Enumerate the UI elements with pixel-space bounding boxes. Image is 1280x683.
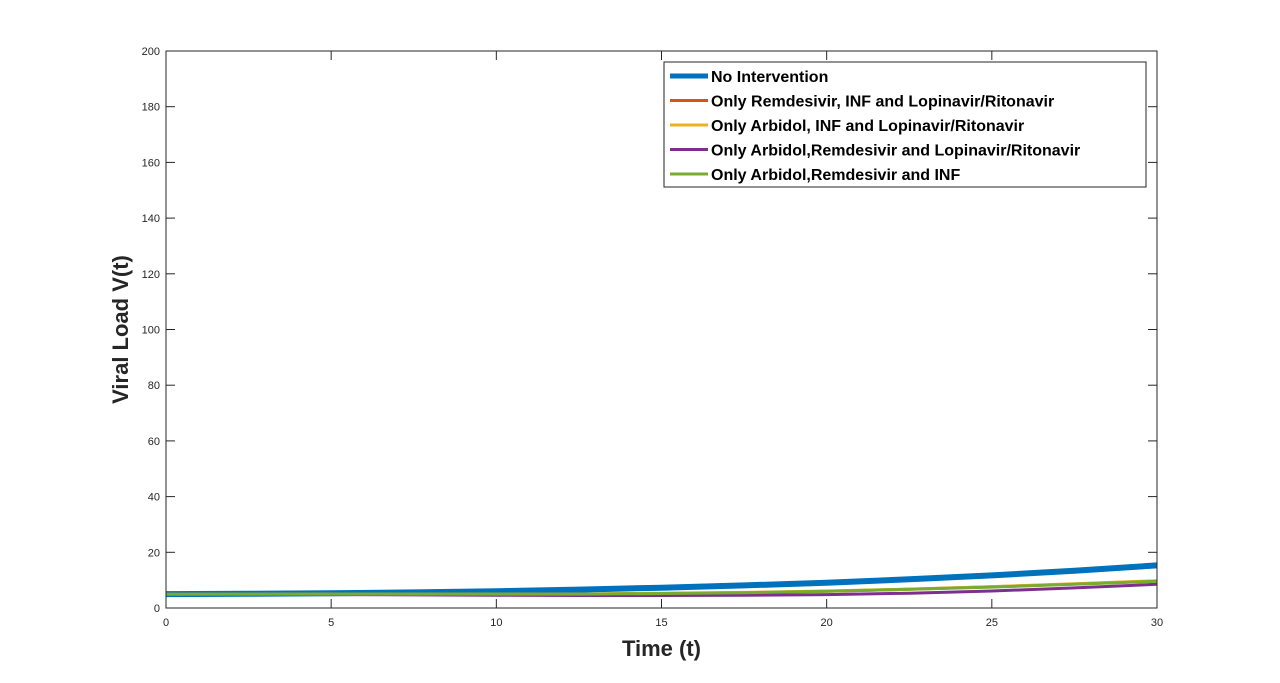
y-tick-label: 60 (148, 436, 160, 448)
y-tick-label: 180 (142, 102, 160, 114)
y-axis-ticks: 0 20 40 60 80 100 120 140 160 180 200 (142, 46, 1157, 615)
legend-box (663, 61, 1147, 188)
y-tick-label: 160 (142, 157, 160, 169)
x-tick-label: 20 (821, 617, 833, 629)
y-tick-label: 20 (148, 547, 160, 559)
plot-frame (165, 50, 1158, 609)
x-tick-label: 25 (986, 617, 998, 629)
y-axis-title: Viral Load V(t) (108, 255, 133, 404)
x-axis-title: Time (t) (622, 636, 701, 661)
y-tick-label: 80 (148, 380, 160, 392)
x-tick-label: 0 (163, 617, 169, 629)
series-lines (165, 562, 1158, 598)
series-line-5 (166, 579, 1158, 596)
x-tick-label: 15 (655, 617, 667, 629)
y-tick-label: 120 (142, 269, 160, 281)
legend-label-3: Only Arbidol, INF and Lopinavir/Ritonavi… (711, 118, 1024, 135)
x-tick-label: 10 (490, 617, 502, 629)
x-tick-label: 30 (1151, 617, 1163, 629)
legend: No Intervention Only Remdesivir, INF and … (663, 61, 1147, 188)
x-tick-label: 5 (328, 617, 334, 629)
y-tick-label: 0 (154, 603, 160, 615)
y-tick-label: 100 (142, 325, 160, 337)
legend-label-1: No Intervention (711, 69, 828, 86)
legend-label-4: Only Arbidol,Remdesivir and Lopinavir/Ri… (711, 143, 1080, 160)
y-tick-label: 140 (142, 213, 160, 225)
y-tick-label: 40 (148, 492, 160, 504)
y-tick-label: 200 (142, 46, 160, 58)
legend-label-5: Only Arbidol,Remdesivir and INF (711, 167, 960, 184)
legend-label-2: Only Remdesivir, INF and Lopinavir/Riton… (711, 94, 1054, 111)
